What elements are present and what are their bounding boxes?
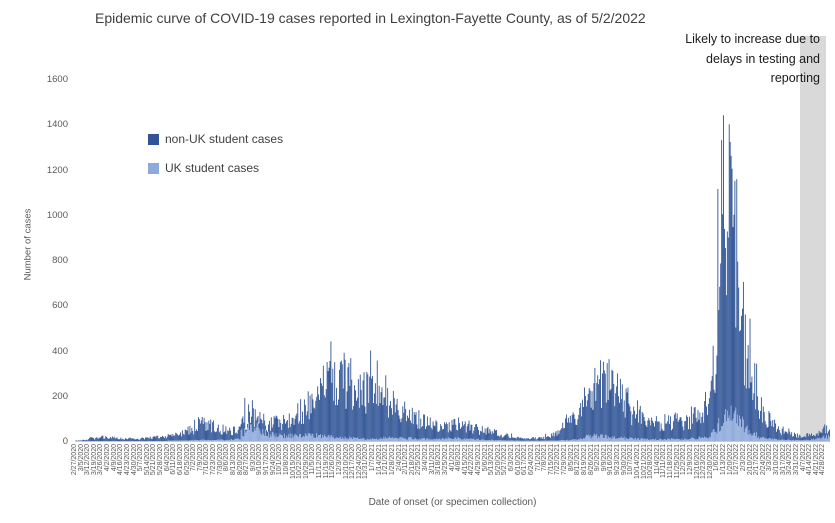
y-tick-label: 1600 <box>46 74 68 85</box>
y-axis-title: Number of cases <box>22 208 34 281</box>
highlight-band <box>800 36 826 441</box>
y-tick-label: 0 <box>62 436 68 447</box>
likely-increase-note: Likely to increase due to delays in test… <box>685 30 820 89</box>
legend-item-non-uk-student-cases: non-UK student cases <box>148 132 284 146</box>
y-tick-label: 1000 <box>46 209 68 221</box>
y-tick-label: 1400 <box>46 119 68 131</box>
legend: non-UK student cases UK student cases <box>148 132 284 191</box>
x-tick-label: 4/28/2022 <box>819 444 827 476</box>
legend-label-uk: UK student cases <box>165 161 260 175</box>
legend-label-non-uk: non-UK student cases <box>165 132 284 146</box>
legend-item-uk-student-cases: UK student cases <box>148 161 283 175</box>
y-tick-label: 600 <box>52 300 68 312</box>
y-tick-label: 1200 <box>46 164 68 176</box>
x-axis-title: Date of onset (or specimen collection) <box>368 497 537 508</box>
non-uk-cases-swatch <box>148 133 159 145</box>
note-line: Likely to increase due to <box>685 32 820 46</box>
y-tick-label: 400 <box>52 345 68 357</box>
y-tick-label: 800 <box>52 255 68 266</box>
chart-title: Epidemic curve of COVID-19 cases reporte… <box>95 10 646 26</box>
note-line: delays in testing and <box>706 51 820 66</box>
note-line: reporting <box>770 71 820 85</box>
uk-cases-swatch <box>148 162 159 174</box>
y-tick-label: 200 <box>52 390 68 402</box>
